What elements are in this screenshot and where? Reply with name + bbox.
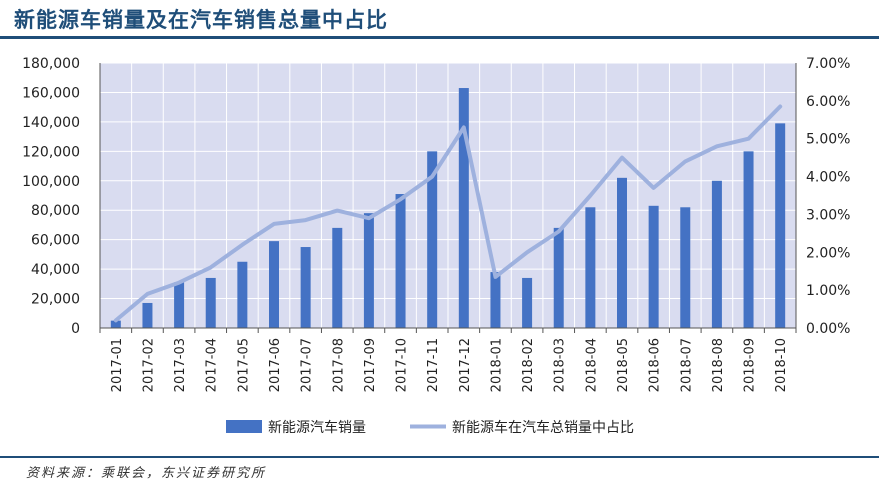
bar: [648, 205, 659, 328]
source-note: 资料来源：乘联会，东兴证券研究所: [26, 466, 267, 481]
y-left-tick-label: 180,000: [22, 56, 80, 72]
bar: [490, 272, 501, 328]
x-tick-label: 2017-04: [205, 338, 220, 392]
bar: [142, 302, 153, 328]
bar: [395, 194, 406, 328]
bar: [617, 177, 627, 328]
y-left-tick-label: 0: [71, 321, 80, 337]
y-left-tick-label: 100,000: [22, 174, 80, 190]
y-left-tick-label: 60,000: [31, 233, 80, 249]
bar: [205, 277, 216, 328]
x-tick-label: 2017-12: [458, 338, 473, 392]
footer-rule: [0, 456, 879, 458]
y-right-tick-label: 1.00%: [806, 283, 850, 299]
y-right-tick-label: 3.00%: [806, 207, 850, 223]
y-right-tick-label: 4.00%: [806, 170, 850, 186]
bar: [743, 151, 754, 328]
bar: [332, 227, 343, 328]
legend-line-label: 新能源车在汽车总销量中占比: [452, 419, 634, 436]
bar: [269, 241, 279, 328]
x-tick-label: 2017-05: [236, 338, 251, 392]
x-tick-label: 2018-10: [774, 338, 789, 392]
bar: [553, 227, 564, 328]
x-tick-label: 2017-03: [173, 338, 188, 392]
y-left-tick-label: 40,000: [31, 262, 80, 278]
y-right-tick-label: 7.00%: [806, 56, 850, 72]
x-tick-label: 2018-06: [648, 338, 663, 392]
x-tick-label: 2017-08: [331, 338, 346, 392]
y-left-tick-label: 160,000: [22, 85, 80, 101]
bar: [237, 261, 248, 328]
x-tick-label: 2017-01: [110, 338, 125, 392]
x-tick-label: 2017-10: [395, 338, 410, 392]
x-tick-label: 2017-06: [268, 338, 283, 392]
chart-title: 新能源车销量及在汽车销售总量中占比: [14, 8, 388, 32]
header-rule: [0, 36, 879, 39]
x-tick-label: 2017-07: [300, 338, 315, 392]
y-right-tick-label: 6.00%: [806, 94, 850, 110]
bar: [427, 151, 438, 328]
y-left-tick-label: 140,000: [22, 115, 80, 131]
x-tick-label: 2018-02: [521, 338, 536, 392]
x-tick-label: 2018-05: [616, 338, 631, 392]
legend-bar-label: 新能源汽车销量: [268, 419, 366, 436]
y-left-tick-label: 120,000: [22, 144, 80, 160]
y-right-tick-label: 2.00%: [806, 245, 850, 261]
chart: 0 20,000 40,000 60,000 80,000 100,000 120,000 1…: [22, 56, 850, 436]
y-right-tick-label: 5.00%: [806, 132, 850, 148]
y-left-tick-label: 80,000: [31, 203, 80, 219]
y-right-tick-label: 0.00%: [806, 321, 850, 337]
bar: [300, 247, 311, 328]
bar: [174, 282, 185, 328]
x-tick-label: 2017-02: [142, 338, 157, 392]
bar: [363, 213, 374, 328]
bar: [680, 207, 691, 328]
line-series: [113, 104, 783, 323]
x-tick-label: 2018-08: [711, 338, 726, 392]
bar: [458, 88, 469, 329]
x-tick-label: 2017-09: [363, 338, 378, 392]
bar: [522, 277, 533, 328]
bar: [775, 123, 786, 328]
bar: [711, 180, 722, 328]
x-tick-label: 2018-01: [490, 338, 505, 392]
y-left-tick-label: 20,000: [31, 292, 80, 308]
bar: [585, 207, 596, 328]
x-tick-label: 2018-09: [743, 338, 758, 392]
bar: [110, 320, 121, 328]
x-tick-label: 2017-11: [426, 338, 441, 392]
x-tick-label: 2018-04: [584, 338, 599, 392]
x-tick-label: 2018-07: [679, 338, 694, 392]
legend-bar-swatch: [226, 420, 262, 433]
x-tick-label: 2018-03: [553, 338, 568, 392]
